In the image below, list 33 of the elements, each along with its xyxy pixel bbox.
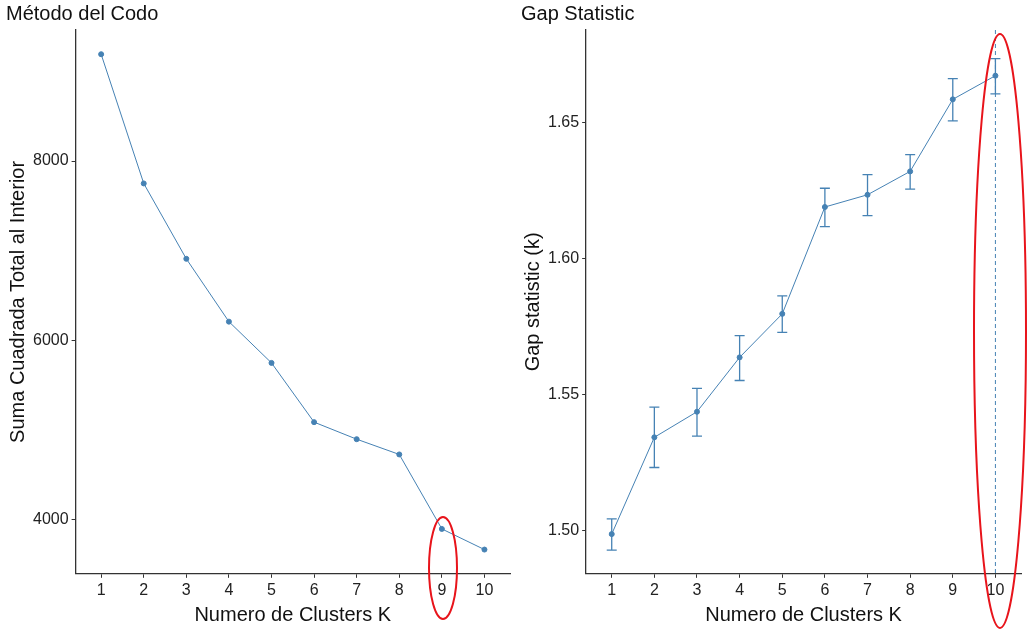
y-tick-label: 6000 [33, 330, 69, 348]
chart-title: Método del Codo [6, 1, 159, 24]
y-tick-label: 4000 [33, 510, 69, 528]
x-tick-label: 1 [607, 580, 617, 598]
x-tick-label: 3 [181, 580, 191, 598]
x-tick-label: 2 [139, 580, 149, 598]
chart-title: Gap Statistic [521, 1, 635, 24]
x-tick-label: 4 [735, 580, 745, 598]
y-tick-label: 1.50 [548, 520, 580, 538]
y-axis-title: Gap statistic (k) [520, 232, 543, 372]
x-tick-label: 5 [267, 580, 277, 598]
x-tick-label: 7 [352, 580, 362, 598]
x-tick-label: 2 [649, 580, 659, 598]
y-tick-label: 1.65 [548, 112, 580, 130]
y-tick-label: 1.55 [548, 384, 580, 402]
x-tick-label: 1 [96, 580, 106, 598]
x-tick-label: 8 [394, 580, 404, 598]
x-axis-title: Numero de Clusters K [194, 602, 392, 625]
x-tick-label: 6 [820, 580, 830, 598]
x-tick-label: 7 [863, 580, 873, 598]
y-tick-label: 8000 [33, 151, 69, 169]
y-tick-label: 1.60 [548, 248, 580, 266]
x-tick-label: 9 [437, 580, 447, 598]
x-tick-label: 10 [475, 580, 494, 598]
y-axis-title: Suma Cuadrada Total al Interior [5, 160, 28, 443]
x-tick-label: 5 [777, 580, 787, 598]
x-tick-label: 9 [948, 580, 958, 598]
x-axis-title: Numero de Clusters K [705, 602, 903, 625]
x-tick-label: 6 [309, 580, 319, 598]
x-tick-label: 8 [905, 580, 915, 598]
x-tick-label: 10 [986, 580, 1005, 598]
x-tick-label: 3 [692, 580, 702, 598]
x-tick-label: 4 [224, 580, 234, 598]
